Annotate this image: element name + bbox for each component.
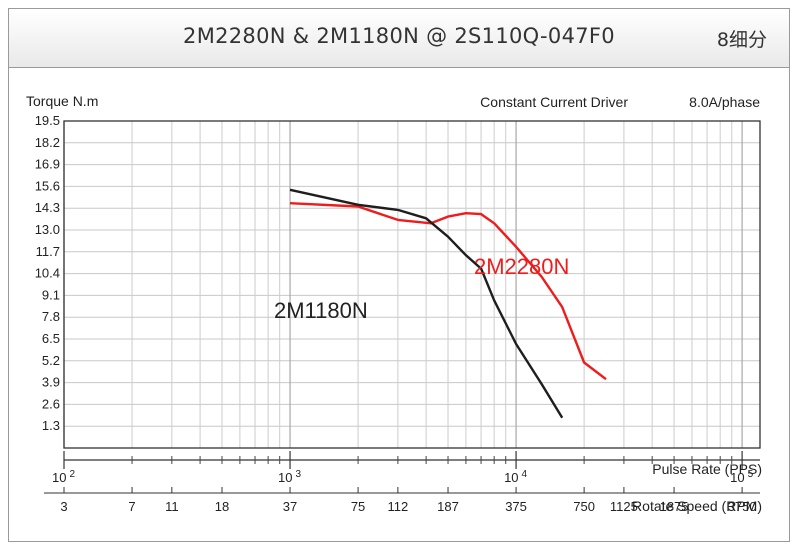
rpm-tick-label: 750: [573, 499, 595, 514]
x-axis-label-pps: Pulse Rate (PPS): [652, 461, 762, 477]
pps-tick-label: 10 5: [730, 469, 753, 485]
series-label-2m2280n: 2M2280N: [474, 254, 569, 279]
rpm-tick-label: 3750: [728, 499, 757, 514]
pps-tick-base: 10: [730, 470, 744, 485]
pps-tick-exponent: 3: [296, 469, 302, 480]
rpm-tick-label: 375: [505, 499, 527, 514]
y-tick-label: 11.7: [36, 244, 60, 259]
y-tick-label: 14.3: [35, 200, 60, 215]
chart-labels: Torque N.m Constant Current Driver 8.0A/…: [26, 93, 762, 514]
y-tick-label: 13.0: [35, 222, 60, 237]
y-axis-label: Torque N.m: [26, 93, 98, 109]
rpm-tick-label: 37: [283, 499, 297, 514]
pps-tick-base: 10: [504, 470, 518, 485]
y-tick-label: 10.4: [35, 266, 60, 281]
y-tick-label: 19.5: [35, 113, 60, 128]
chart-frame: 2M2280N & 2M1180N @ 2S110Q-047F0 8细分: [8, 8, 790, 542]
y-tick-label: 2.6: [42, 396, 60, 411]
pps-tick-label: 10 3: [278, 469, 301, 485]
rpm-tick-label: 1125: [610, 499, 638, 514]
rpm-tick-label: 112: [388, 499, 409, 514]
rpm-tick-label: 187: [437, 499, 459, 514]
y-tick-label: 15.6: [35, 178, 60, 193]
series-label-2m1180n: 2M1180N: [274, 298, 368, 323]
y-tick-label: 7.8: [42, 309, 60, 324]
x-axis-label-rpm: Rotate Speed (RPM): [632, 498, 762, 514]
pps-tick-label: 10 4: [504, 469, 527, 485]
pps-tick-base: 10: [278, 470, 292, 485]
chart-series: [289, 188, 607, 419]
pps-tick-exponent: 4: [522, 469, 528, 480]
subdivision-label: 8细分: [716, 29, 767, 51]
y-tick-label: 6.5: [42, 331, 60, 346]
series-line-2m1180n: [289, 188, 564, 419]
pps-tick-exponent: 2: [69, 469, 75, 480]
current-annotation: 8.0A/phase: [689, 94, 760, 110]
rpm-tick-label: 1875: [660, 499, 689, 514]
rpm-tick-label: 11: [165, 499, 179, 514]
y-tick-label: 3.9: [42, 375, 60, 390]
plot-border: [63, 120, 761, 449]
rpm-tick-label: 18: [215, 499, 229, 514]
chart-ticks: 19.5 18.2 16.9 15.6 14.3 13.0 11.7 10.4 9.1 7.8 6.…: [35, 113, 760, 514]
rpm-tick-label: 7: [128, 499, 135, 514]
y-tick-label: 9.1: [42, 287, 60, 302]
y-tick-label: 5.2: [42, 353, 60, 368]
chart-header: 2M2280N & 2M1180N @ 2S110Q-047F0 8细分: [9, 9, 789, 68]
driver-annotation: Constant Current Driver: [480, 94, 628, 110]
y-tick-label: 18.2: [35, 135, 60, 150]
pps-tick-exponent: 5: [748, 469, 754, 480]
pps-tick-label: 10 2: [52, 469, 75, 485]
series-line-2m2280n: [289, 202, 607, 381]
pps-tick-base: 10: [52, 470, 66, 485]
rpm-tick-label: 75: [351, 499, 365, 514]
rpm-tick-label: 3: [60, 499, 67, 514]
y-tick-label: 1.3: [42, 418, 60, 433]
chart-title: 2M2280N & 2M1180N @ 2S110Q-047F0: [183, 24, 615, 48]
chart-grid: [63, 120, 761, 449]
y-tick-label: 16.9: [35, 157, 60, 172]
